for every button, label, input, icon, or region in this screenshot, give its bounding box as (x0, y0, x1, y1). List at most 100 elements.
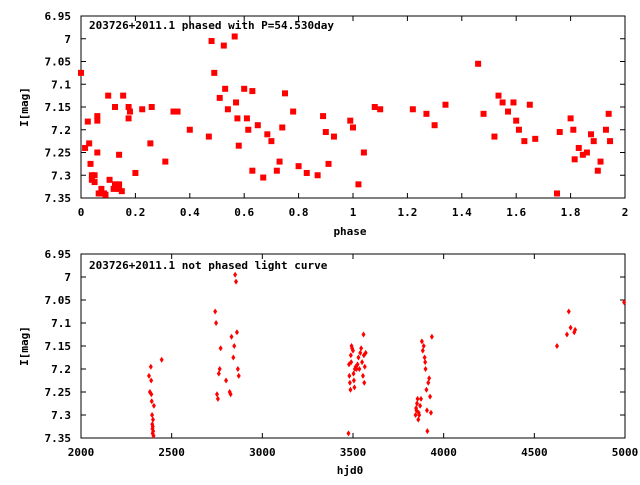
data-point (159, 356, 164, 363)
data-point (105, 92, 112, 99)
data-point (515, 126, 522, 133)
data-point (415, 395, 420, 402)
y-tick-label: 7 (64, 271, 71, 284)
data-point (98, 185, 105, 192)
x-tick-label: 1.8 (561, 206, 581, 219)
data-point (371, 104, 378, 110)
data-point (495, 92, 502, 99)
data-point (423, 366, 428, 372)
data-point (325, 160, 332, 167)
data-point (554, 190, 560, 197)
data-point (215, 391, 219, 398)
x-ticks: 2000 2500 3000 3500 4000 4500 5000 (68, 254, 639, 459)
data-point (211, 69, 218, 76)
data-point (112, 104, 118, 110)
data-point (428, 393, 433, 400)
data-point (361, 331, 366, 338)
data-point (290, 108, 297, 115)
data-point (348, 386, 353, 393)
y-tick-label: 7.2 (51, 363, 71, 376)
data-point (605, 110, 612, 117)
data-point (347, 379, 352, 386)
data-points (78, 33, 614, 198)
data-point (78, 69, 84, 76)
data-point (106, 176, 113, 183)
y-tick-label: 7.25 (45, 386, 72, 399)
data-point (422, 354, 427, 361)
data-point (568, 324, 573, 331)
data-point (174, 108, 181, 115)
data-point (346, 430, 351, 437)
chart-title: 203726+2011.1 not phased light curve (89, 259, 328, 272)
y-tick-label: 6.95 (45, 10, 72, 23)
data-point (84, 118, 91, 125)
data-point (355, 361, 360, 368)
x-tick-label: 0 (78, 206, 85, 219)
data-point (150, 423, 155, 430)
data-point (220, 42, 227, 49)
data-point (151, 402, 156, 409)
x-tick-label: 3500 (340, 446, 367, 459)
data-point (358, 349, 363, 356)
data-point (583, 149, 590, 156)
data-point (276, 158, 283, 165)
chart-title: 203726+2011.1 phased with P=54.530day (89, 19, 334, 32)
data-point (236, 372, 241, 379)
data-point (419, 395, 423, 402)
x-tick-label: 2 (622, 206, 629, 219)
phased-chart: 0 0.2 0.4 0.6 0.8 1 1.2 1.4 1.6 1.8 2 6.95 7 7.05 7.1… (18, 10, 628, 238)
data-point (567, 115, 574, 122)
x-tick-label: 0.6 (234, 206, 254, 219)
data-point (116, 151, 123, 158)
data-point (264, 131, 271, 138)
x-ticks: 0 0.2 0.4 0.6 0.8 1 1.2 1.4 1.6 1.8 2 (78, 16, 629, 219)
data-point (351, 370, 356, 377)
x-tick-label: 5000 (612, 446, 639, 459)
data-point (214, 320, 219, 326)
data-point (216, 370, 221, 377)
data-point (575, 144, 582, 151)
data-point (125, 115, 132, 122)
data-point (594, 167, 601, 174)
data-point (295, 163, 302, 170)
x-axis-label: hjd0 (337, 464, 364, 477)
data-point (234, 278, 239, 285)
data-point (556, 129, 563, 136)
x-tick-label: 0.4 (180, 206, 200, 219)
data-point (521, 138, 528, 145)
data-point (360, 149, 367, 156)
data-point (424, 407, 429, 414)
data-point (254, 122, 261, 129)
x-tick-label: 2000 (68, 446, 95, 459)
data-point (602, 126, 609, 133)
data-point (347, 117, 354, 124)
data-point (425, 428, 430, 435)
data-point (235, 142, 242, 149)
data-point (249, 88, 256, 95)
data-point (235, 366, 240, 372)
data-point (86, 140, 93, 147)
data-point (423, 359, 428, 366)
data-point (234, 329, 239, 336)
data-point (607, 138, 614, 145)
data-point (597, 158, 604, 165)
data-point (91, 172, 98, 179)
data-point (590, 138, 597, 145)
y-tick-label: 7.2 (51, 124, 71, 137)
data-point (125, 104, 132, 110)
data-point (579, 151, 586, 158)
data-point (260, 174, 267, 181)
data-point (170, 108, 177, 115)
data-point (94, 117, 101, 124)
y-axis-label: I[mag] (18, 87, 31, 127)
data-point (350, 124, 356, 131)
x-tick-label: 3000 (249, 446, 276, 459)
data-point (228, 391, 233, 398)
data-point (110, 185, 117, 192)
data-point (424, 386, 429, 393)
y-tick-label: 7.1 (51, 317, 71, 330)
data-point (409, 106, 416, 113)
data-point (249, 167, 256, 174)
y-tick-label: 7.35 (45, 192, 72, 205)
data-point (82, 144, 89, 151)
